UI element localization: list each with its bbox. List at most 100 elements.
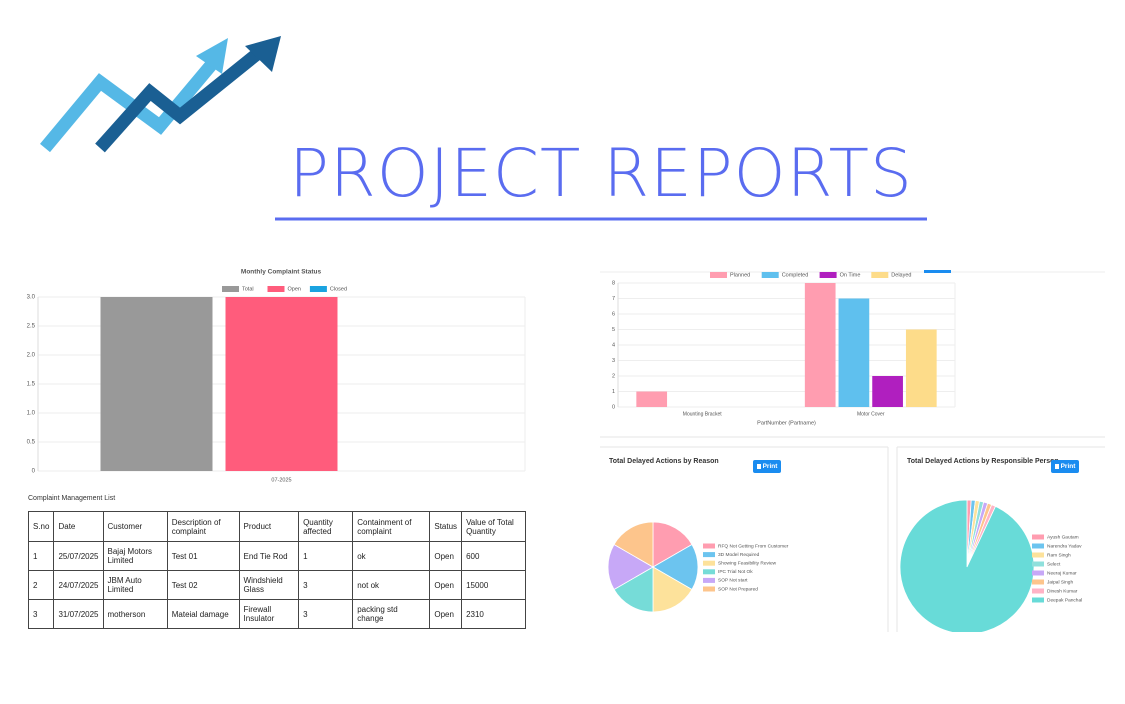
table-cell: 3 — [298, 570, 354, 600]
header-cell: S.no — [27, 511, 55, 542]
table-cell: not ok — [352, 570, 431, 600]
legend-swatch — [703, 569, 715, 575]
table-cell: 25/07/2025 — [53, 541, 104, 571]
header-cell: Product — [238, 511, 300, 542]
table-cell: 24/07/2025 — [53, 570, 104, 600]
legend-label: Jaipal Singh — [1047, 579, 1073, 585]
legend-label: Neeraj Kumar — [1047, 570, 1077, 576]
legend-swatch — [871, 272, 889, 278]
table-title: Complaint Management List — [28, 495, 116, 502]
y-tick-label: 0 — [32, 469, 36, 475]
table-cell: Open — [429, 570, 463, 600]
bar — [100, 297, 213, 471]
legend-label: IPC Trial Not Ok — [718, 569, 753, 575]
header-cell: Date — [53, 511, 104, 542]
table-cell: motherson — [102, 599, 168, 629]
legend-swatch — [1032, 597, 1044, 603]
table-cell: Mateial damage — [166, 599, 240, 629]
legend-label: RFQ Not Getting From Customer — [718, 543, 789, 549]
legend-swatch — [1032, 579, 1044, 585]
pie-slice — [613, 566, 654, 613]
print-icon — [1055, 464, 1059, 469]
header-cell: Customer — [102, 511, 168, 542]
print-button[interactable] — [753, 460, 781, 473]
page-title: PROJECT REPORTS — [289, 135, 913, 212]
header-cell: Status — [429, 511, 463, 542]
x-axis-title: PartNumber (Partname) — [757, 420, 816, 426]
x-tick-label: Motor Cover — [857, 411, 885, 417]
table-cell: 31/07/2025 — [53, 599, 104, 629]
legend-label: Completed — [782, 272, 809, 278]
legend-label: Planned — [730, 272, 750, 278]
legend-swatch — [222, 286, 239, 292]
table-row: 3 31/07/2025 motherson Mateial damage Firewa… — [27, 599, 526, 629]
pie-slice — [652, 543, 699, 591]
y-tick-label: 3.0 — [27, 295, 36, 301]
table-cell: End Tie Rod — [238, 541, 300, 571]
legend-label: Narendra Yadav — [1047, 543, 1082, 549]
table-cell: Open — [429, 599, 463, 629]
bar — [636, 391, 668, 407]
legend-label: Total — [242, 286, 254, 292]
pie-slice — [607, 543, 654, 591]
legend-label: Delayed — [891, 272, 911, 278]
table-cell: 15000 — [461, 570, 526, 600]
header-cell: Description of complaint — [166, 511, 240, 542]
logo — [40, 36, 281, 153]
y-tick-label: 0.5 — [27, 440, 36, 446]
chart-title: Total Delayed Actions by Reason — [609, 458, 719, 465]
chart-title: Monthly Complaint Status — [241, 269, 322, 276]
legend-swatch — [1032, 543, 1044, 549]
y-tick-label: 7 — [612, 296, 615, 302]
legend-swatch — [703, 577, 715, 583]
legend-label: Showing Feasibility Review — [718, 560, 777, 566]
legend-swatch — [1032, 534, 1044, 540]
pie-slice — [652, 566, 693, 613]
y-tick-label: 2 — [612, 373, 615, 379]
legend-swatch — [703, 552, 715, 558]
legend-swatch — [703, 586, 715, 592]
x-tick-label: Mounting Bracket — [683, 411, 723, 417]
table-cell: ok — [352, 541, 431, 571]
chart-title: Total Delayed Actions by Responsible Per… — [907, 458, 1059, 465]
legend-label: 3D Model Required — [718, 552, 760, 558]
y-tick-label: 3 — [612, 358, 615, 364]
x-tick-label: 07-2025 — [271, 477, 291, 483]
bar — [225, 297, 338, 471]
pie-slice — [613, 521, 654, 568]
legend-swatch — [819, 272, 837, 278]
y-tick-label: 5 — [612, 327, 615, 333]
table-cell: 2310 — [461, 599, 526, 629]
y-tick-label: 1 — [612, 389, 615, 395]
table-cell: JBM Auto Limited — [102, 570, 168, 600]
legend-swatch — [710, 272, 727, 278]
table-cell: 1 — [27, 541, 55, 571]
legend-swatch — [703, 560, 715, 566]
header-cell: Containment of complaint — [352, 511, 431, 542]
legend-swatch — [309, 286, 327, 292]
table-cell: Bajaj Motors Limited — [102, 541, 168, 571]
pie — [607, 521, 699, 613]
legend-swatch — [761, 272, 779, 278]
legend-swatch — [1032, 552, 1044, 558]
legend-label: Closed — [330, 286, 347, 292]
legend-label: Ram Singh — [1047, 552, 1071, 558]
legend-label: Dinesh Kumar — [1047, 588, 1078, 594]
y-tick-label: 2.0 — [27, 353, 36, 359]
print-button[interactable] — [1051, 460, 1079, 473]
legend-swatch — [1032, 588, 1044, 594]
print-button-label: Print — [763, 463, 779, 470]
table-row: 2 24/07/2025 JBM Auto Limited Test 02 Windsh… — [27, 570, 526, 600]
legend-swatch — [703, 543, 715, 549]
bar — [838, 298, 870, 407]
y-tick-label: 1.5 — [27, 382, 36, 388]
legend-label: On Time — [840, 272, 861, 278]
legend-label: Ayush Gautam — [1047, 534, 1079, 540]
y-tick-label: 8 — [612, 280, 615, 286]
bar — [905, 329, 937, 407]
bar — [804, 283, 836, 407]
legend-label: SOP Not start — [718, 578, 748, 584]
table-row: 1 25/07/2025 Bajaj Motors Limited Test 01 En… — [27, 541, 526, 571]
table-cell: Test 02 — [166, 570, 240, 600]
